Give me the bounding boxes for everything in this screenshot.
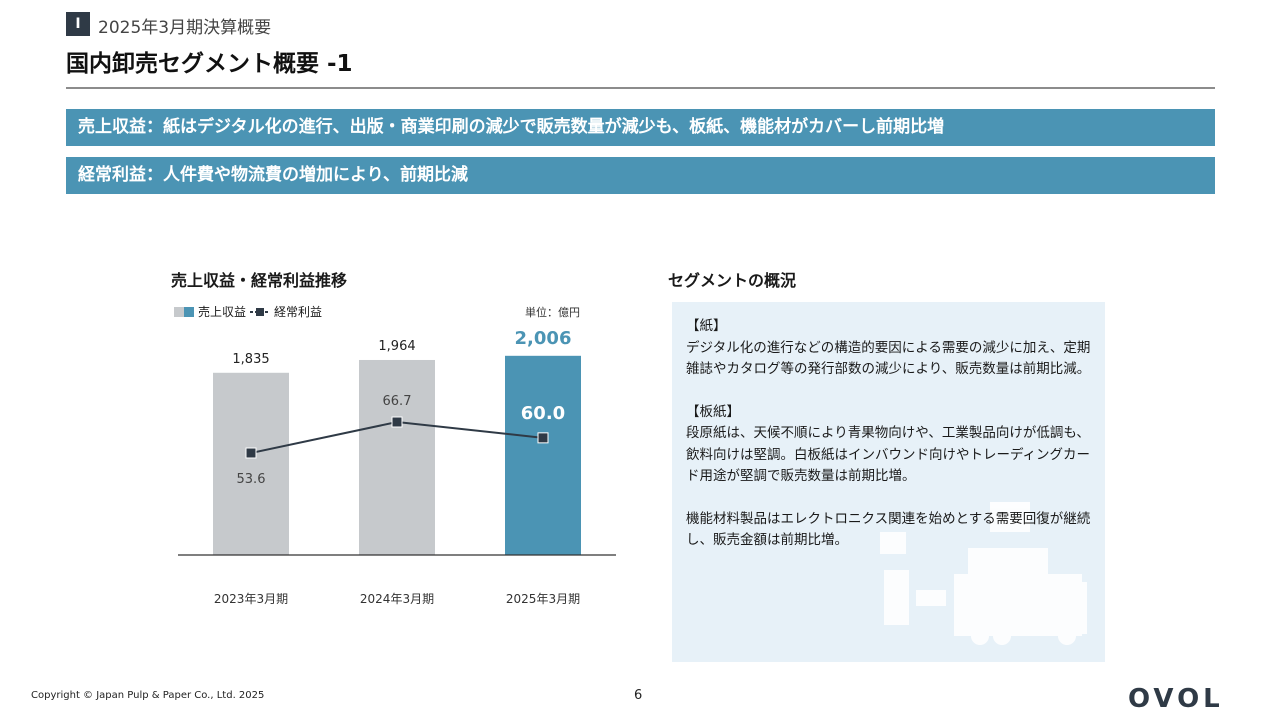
page-title: 国内卸売セグメント概要 -1 (66, 51, 353, 77)
category-label: 2024年3月期 (360, 592, 434, 606)
revenue-bar (359, 359, 435, 555)
revenue-profit-chart: 1,835 2023年3月期 1,964 2024年3月期 2,006 2025年3月期 5… (178, 328, 616, 606)
profit-value-label: 60.0 (521, 403, 565, 424)
section-number-badge: Ⅰ (66, 12, 90, 36)
revenue-bar (213, 372, 289, 555)
profit-marker (537, 432, 549, 444)
svg-text:OVOL: OVOL (1128, 684, 1224, 712)
profit-marker (245, 447, 257, 459)
truck-watermark-icon (880, 502, 1087, 645)
legend-revenue-label: 売上収益 (198, 305, 247, 319)
revenue-value-label: 1,835 (232, 352, 269, 367)
paper-paragraph: 【紙】 デジタル化の進行などの構造的要因による需要の減少に加え、定期雑誌やカタロ… (686, 318, 1091, 377)
category-label: 2023年3月期 (214, 592, 288, 606)
chart-unit-label: 単位：億円 (525, 306, 580, 319)
segment-overview-text: 【紙】 デジタル化の進行などの構造的要因による需要の減少に加え、定期雑誌やカタロ… (686, 316, 1096, 573)
revenue-value-label: 1,964 (378, 339, 415, 354)
segment-overview-panel (672, 302, 1105, 662)
profit-summary-banner: 経常利益：人件費や物流費の増加により、前期比減 (66, 157, 1215, 194)
profit-value-label: 66.7 (383, 394, 412, 409)
revenue-bar (505, 355, 581, 555)
paperboard-paragraph: 【板紙】 段原紙は、天候不順により青果物向けや、工業製品向けが低調も、飲料向けは… (686, 403, 1091, 485)
copyright-text: Copyright © Japan Pulp & Paper Co., Ltd.… (31, 690, 265, 701)
category-label: 2025年3月期 (506, 592, 580, 606)
chart-title: 売上収益・経常利益推移 (171, 271, 348, 290)
legend-profit-label: 経常利益 (274, 305, 323, 319)
functional-materials-paragraph: 機能材料製品はエレクトロニクス関連を始めとする需要回復が継続し、販売金額は前期比… (686, 510, 1091, 549)
ovol-logo: OVOL (1128, 684, 1224, 712)
revenue-value-label: 2,006 (515, 328, 572, 349)
profit-marker (391, 416, 403, 428)
chart-legend: 売上収益 経常利益 (174, 303, 322, 320)
page-number: 6 (634, 688, 643, 703)
panel-title: セグメントの概況 (668, 271, 797, 290)
legend-revenue-blue-swatch (184, 306, 194, 317)
legend-revenue-gray-swatch (174, 306, 184, 317)
section-label: 2025年3月期決算概要 (98, 18, 272, 38)
legend-profit-line-icon (250, 307, 271, 316)
title-divider (66, 87, 1215, 89)
profit-value-label: 53.6 (237, 472, 266, 487)
revenue-summary-banner: 売上収益：紙はデジタル化の進行、出版・商業印刷の減少で販売数量が減少も、板紙、機… (66, 109, 1215, 146)
